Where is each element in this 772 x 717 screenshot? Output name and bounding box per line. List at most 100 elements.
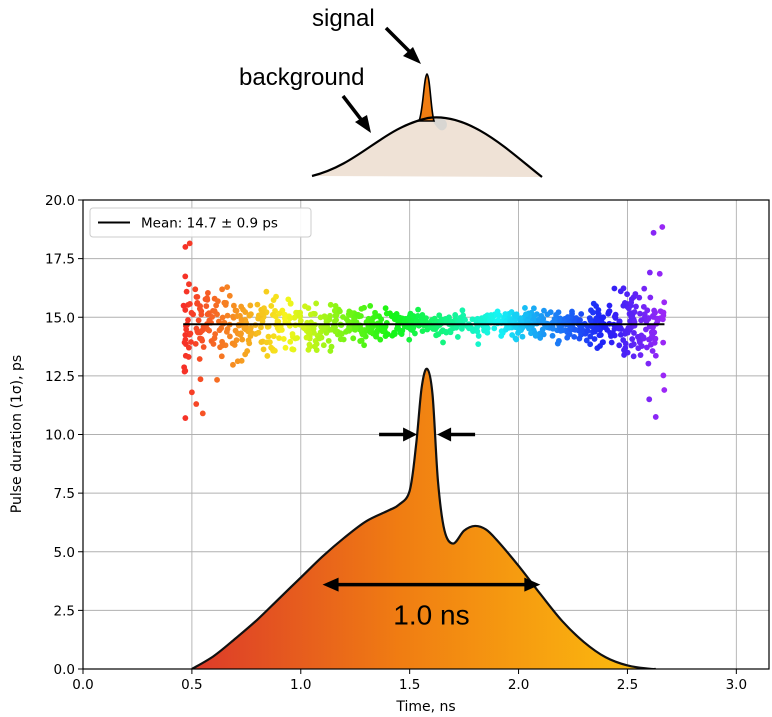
scatter-point bbox=[537, 335, 544, 341]
scatter-point bbox=[326, 316, 333, 323]
background-outline bbox=[311, 116, 543, 178]
scatter-point bbox=[611, 285, 618, 292]
scatter-point bbox=[622, 328, 629, 335]
scatter-point bbox=[193, 401, 200, 407]
scatter-point bbox=[182, 336, 189, 343]
scatter-point bbox=[327, 301, 334, 308]
scatter-point bbox=[358, 305, 365, 312]
scatter-point bbox=[539, 318, 546, 324]
x-tick-label: 0.5 bbox=[181, 677, 202, 693]
scatter-point bbox=[631, 330, 637, 336]
scatter-point bbox=[505, 324, 512, 331]
scatter-point bbox=[247, 302, 254, 309]
scatter-point bbox=[572, 326, 579, 333]
background-arrow-head bbox=[355, 115, 371, 133]
scatter-point bbox=[650, 229, 657, 236]
scatter-point bbox=[313, 300, 320, 307]
scatter-point bbox=[629, 336, 636, 342]
scatter-point bbox=[498, 333, 505, 339]
scatter-point bbox=[587, 317, 594, 324]
scatter-point bbox=[522, 305, 528, 311]
scatter-point bbox=[215, 298, 221, 305]
scatter-point bbox=[564, 334, 571, 341]
scatter-point bbox=[620, 285, 627, 292]
scatter-point bbox=[238, 303, 245, 310]
scatter-point bbox=[457, 318, 463, 325]
scatter-point bbox=[440, 339, 446, 346]
scatter-point bbox=[577, 317, 583, 323]
scatter-point bbox=[182, 273, 189, 280]
scatter-point bbox=[302, 303, 308, 310]
scatter-point bbox=[248, 311, 254, 318]
scatter-point bbox=[238, 330, 244, 337]
signal-peak-shape bbox=[417, 73, 436, 122]
scatter-point bbox=[289, 331, 296, 337]
y-axis-label: Pulse duration (1σ), ps bbox=[9, 355, 25, 513]
scatter-point bbox=[620, 302, 627, 309]
scatter-point bbox=[628, 296, 635, 303]
scatter-point bbox=[377, 336, 384, 343]
background-arrow-shaft bbox=[341, 94, 365, 124]
fwhm-arrow-head-right bbox=[524, 577, 541, 592]
peak-arrow-left-head bbox=[403, 427, 418, 442]
scatter-point bbox=[268, 344, 275, 351]
y-tick-label: 5.0 bbox=[54, 545, 75, 561]
scatter-point bbox=[624, 291, 630, 298]
scatter-point bbox=[219, 314, 226, 321]
scatter-point bbox=[192, 340, 199, 347]
scatter-point bbox=[268, 303, 275, 309]
scatter-point bbox=[660, 339, 667, 346]
scatter-point bbox=[247, 326, 253, 333]
scatter-point bbox=[454, 334, 461, 340]
scatter-point bbox=[578, 311, 585, 317]
scatter-point bbox=[306, 341, 313, 348]
scatter-point bbox=[292, 335, 299, 342]
scatter-point bbox=[622, 344, 629, 351]
scatter-point bbox=[595, 311, 602, 318]
scatter-point bbox=[246, 340, 253, 347]
scatter-point bbox=[265, 333, 272, 340]
scatter-point bbox=[596, 332, 603, 339]
scatter-point bbox=[351, 317, 357, 323]
pulse-annotations: 1.0 ns bbox=[322, 427, 541, 631]
scatter-point bbox=[192, 286, 199, 293]
scatter-point bbox=[539, 326, 546, 333]
scatter-point bbox=[287, 315, 293, 322]
scatter-point bbox=[186, 240, 193, 247]
scatter-point bbox=[606, 302, 613, 309]
scatter-point bbox=[216, 327, 223, 334]
scatter-point bbox=[263, 288, 270, 295]
scatter-point bbox=[513, 336, 520, 343]
scatter-point bbox=[635, 345, 642, 352]
scatter-point bbox=[320, 325, 327, 332]
scatter-point bbox=[556, 315, 562, 322]
scatter-point bbox=[214, 376, 220, 383]
scatter-point bbox=[197, 376, 204, 383]
scatter-point bbox=[627, 318, 634, 325]
scatter-point bbox=[488, 312, 494, 318]
scatter-point bbox=[540, 331, 547, 338]
scatter-point bbox=[452, 312, 459, 318]
scatter-point bbox=[303, 334, 310, 341]
scatter-point bbox=[661, 387, 668, 393]
scatter-point bbox=[357, 338, 364, 344]
scatter-point bbox=[233, 337, 240, 344]
scatter-point bbox=[182, 244, 189, 250]
scatter-point bbox=[263, 339, 270, 346]
scatter-point bbox=[650, 324, 656, 331]
scatter-point bbox=[270, 333, 277, 340]
scatter-point bbox=[569, 310, 575, 317]
x-tick-label: 1.5 bbox=[399, 677, 420, 693]
scatter-point bbox=[218, 353, 225, 360]
scatter-point bbox=[640, 334, 647, 341]
scatter-point bbox=[316, 335, 323, 342]
scatter-point bbox=[223, 328, 230, 335]
scatter-point bbox=[237, 312, 243, 319]
scatter-point bbox=[336, 308, 343, 315]
scatter-point bbox=[593, 303, 600, 309]
scatter-point bbox=[447, 329, 454, 336]
fwhm-arrow-head-left bbox=[322, 577, 339, 592]
scatter-point bbox=[410, 312, 417, 319]
scatter-point bbox=[660, 312, 667, 319]
background-dip-shade bbox=[432, 118, 447, 131]
